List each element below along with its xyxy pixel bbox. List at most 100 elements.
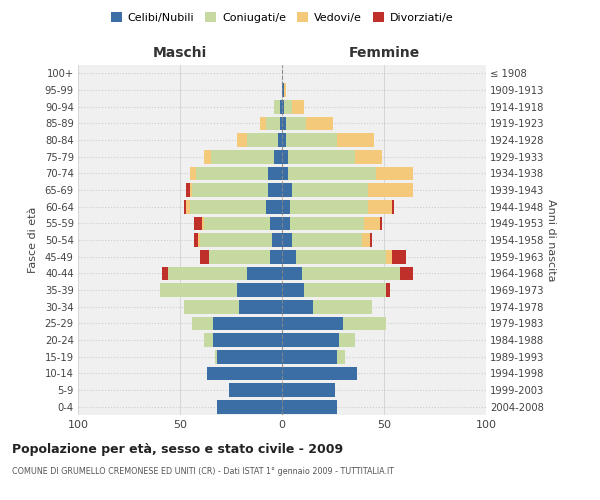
Bar — [239, 300, 282, 314]
Bar — [392, 250, 406, 264]
Y-axis label: Fasce di età: Fasce di età — [28, 207, 38, 273]
Bar — [337, 350, 345, 364]
Bar — [304, 283, 386, 297]
Bar — [217, 400, 282, 413]
Bar — [192, 183, 268, 197]
Bar — [194, 233, 199, 247]
Bar — [282, 316, 343, 330]
Bar — [290, 216, 364, 230]
Bar — [274, 150, 282, 164]
Bar — [272, 233, 282, 247]
Legend: Celibi/Nubili, Coniugati/e, Vedovi/e, Divorziati/e: Celibi/Nubili, Coniugati/e, Vedovi/e, Di… — [106, 8, 458, 28]
Bar — [205, 216, 270, 230]
Bar — [282, 116, 286, 130]
Bar — [282, 216, 290, 230]
Bar — [286, 116, 307, 130]
Bar — [292, 100, 304, 114]
Bar — [288, 150, 355, 164]
Bar — [296, 250, 386, 264]
Bar — [282, 200, 290, 213]
Bar — [282, 250, 296, 264]
Bar — [400, 266, 413, 280]
Bar — [211, 150, 274, 164]
Bar — [237, 133, 247, 147]
Bar — [376, 166, 413, 180]
Bar — [386, 250, 392, 264]
Bar — [292, 233, 362, 247]
Bar — [200, 233, 272, 247]
Bar — [268, 166, 282, 180]
Bar — [339, 333, 355, 347]
Bar — [282, 83, 284, 97]
Text: Maschi: Maschi — [153, 46, 207, 60]
Bar — [161, 266, 168, 280]
Bar — [260, 116, 266, 130]
Bar — [160, 283, 237, 297]
Bar — [190, 166, 196, 180]
Bar — [266, 116, 280, 130]
Bar — [266, 200, 282, 213]
Bar — [368, 183, 413, 197]
Bar — [337, 133, 374, 147]
Bar — [209, 250, 270, 264]
Bar — [278, 133, 282, 147]
Bar — [194, 216, 202, 230]
Bar — [282, 100, 284, 114]
Bar — [386, 283, 390, 297]
Bar — [212, 316, 282, 330]
Bar — [270, 216, 282, 230]
Bar — [355, 150, 382, 164]
Bar — [288, 166, 376, 180]
Bar — [313, 300, 372, 314]
Bar — [247, 266, 282, 280]
Bar — [186, 200, 190, 213]
Bar — [217, 350, 282, 364]
Bar — [282, 333, 339, 347]
Bar — [270, 250, 282, 264]
Bar — [205, 333, 212, 347]
Bar — [274, 100, 280, 114]
Text: Popolazione per età, sesso e stato civile - 2009: Popolazione per età, sesso e stato civil… — [12, 442, 343, 456]
Bar — [205, 150, 211, 164]
Bar — [212, 333, 282, 347]
Bar — [307, 116, 333, 130]
Bar — [282, 400, 337, 413]
Bar — [292, 183, 368, 197]
Bar — [343, 316, 386, 330]
Bar — [190, 200, 266, 213]
Bar — [184, 200, 186, 213]
Bar — [280, 116, 282, 130]
Bar — [192, 316, 212, 330]
Bar — [392, 200, 394, 213]
Bar — [282, 266, 302, 280]
Bar — [284, 100, 292, 114]
Bar — [186, 183, 190, 197]
Bar — [229, 383, 282, 397]
Bar — [202, 216, 205, 230]
Bar — [282, 183, 292, 197]
Bar — [199, 233, 200, 247]
Y-axis label: Anni di nascita: Anni di nascita — [546, 198, 556, 281]
Text: Femmine: Femmine — [349, 46, 419, 60]
Bar — [282, 166, 288, 180]
Bar — [370, 233, 372, 247]
Bar — [302, 266, 400, 280]
Bar — [282, 383, 335, 397]
Text: COMUNE DI GRUMELLO CREMONESE ED UNITI (CR) - Dati ISTAT 1° gennaio 2009 - TUTTIT: COMUNE DI GRUMELLO CREMONESE ED UNITI (C… — [12, 468, 394, 476]
Bar — [200, 250, 209, 264]
Bar — [280, 100, 282, 114]
Bar — [380, 216, 382, 230]
Bar — [196, 166, 268, 180]
Bar — [282, 300, 313, 314]
Bar — [282, 350, 337, 364]
Bar — [247, 133, 278, 147]
Bar — [237, 283, 282, 297]
Bar — [184, 300, 239, 314]
Bar — [282, 150, 288, 164]
Bar — [362, 233, 370, 247]
Bar — [282, 283, 304, 297]
Bar — [168, 266, 247, 280]
Bar — [190, 183, 192, 197]
Bar — [290, 200, 368, 213]
Bar — [286, 133, 337, 147]
